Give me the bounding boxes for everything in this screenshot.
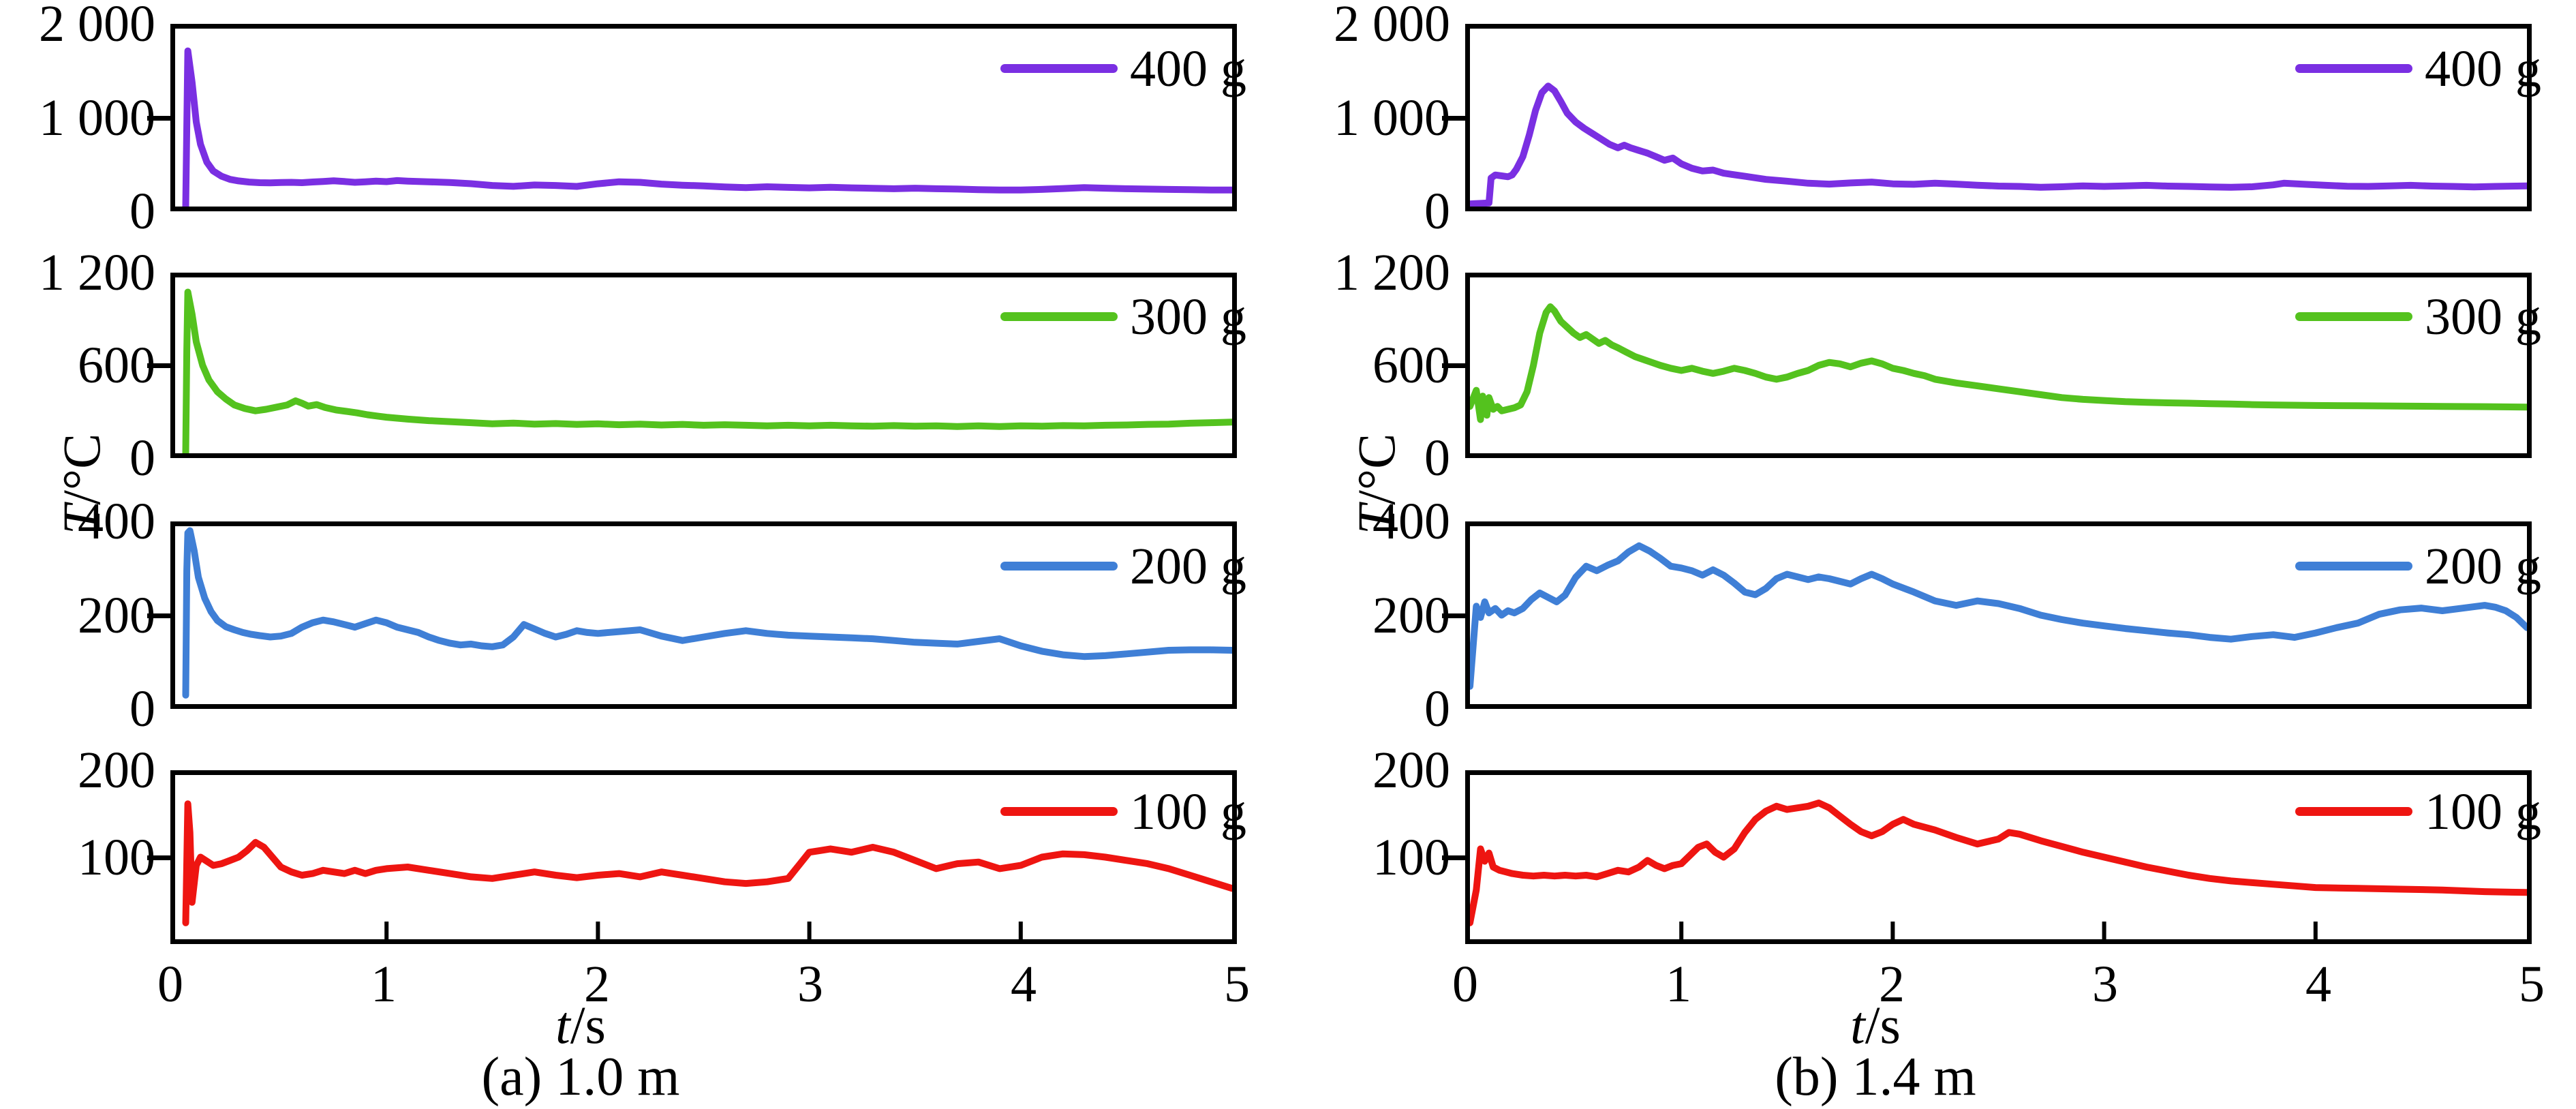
legend-line-100g	[1000, 807, 1118, 816]
x-tick-label: 3	[797, 956, 823, 1013]
legend-line-300g	[2295, 312, 2412, 321]
temperature-curve-400g	[1470, 82, 2527, 207]
y-tick-label: 100	[78, 828, 155, 886]
subplot-box-b-200g	[1465, 521, 2532, 709]
subplot-box-a-200g	[170, 521, 1237, 709]
y-tick-label: 0	[129, 183, 155, 240]
x-tick-label: 0	[1452, 956, 1478, 1013]
x-axis-unit: /s	[1865, 995, 1901, 1054]
y-tick-label: 1 000	[39, 89, 155, 147]
y-tick-label: 1 200	[39, 244, 155, 301]
y-tick-label: 0	[1424, 680, 1450, 738]
legend-line-400g	[1000, 64, 1118, 73]
subplot-box-b-400g	[1465, 24, 2532, 211]
legend-label-400g: 400 g	[1130, 40, 1246, 97]
y-tick-mark	[147, 613, 170, 618]
legend-label-300g: 300 g	[1130, 288, 1246, 346]
x-tick-label: 4	[2305, 956, 2331, 1013]
temperature-curve-300g	[1470, 303, 2527, 423]
y-tick-label: 0	[1424, 429, 1450, 487]
y-tick-mark	[147, 855, 170, 860]
panel-caption-a: (a) 1.0 m	[481, 1047, 680, 1107]
subplot-box-a-300g	[170, 273, 1237, 458]
x-tick-label: 5	[2519, 956, 2545, 1013]
legend-line-200g	[2295, 562, 2412, 571]
legend-label-400g: 400 g	[2425, 40, 2541, 97]
subplot-box-b-300g	[1465, 273, 2532, 458]
temperature-curve-200g	[1470, 542, 2527, 690]
y-tick-mark	[147, 115, 170, 121]
subplot-box-a-100g	[170, 770, 1237, 944]
x-tick-label: 1	[371, 956, 397, 1013]
x-tick-label: 0	[157, 956, 183, 1013]
y-tick-label: 2 000	[39, 0, 155, 52]
y-tick-mark	[147, 363, 170, 368]
y-tick-label: 400	[78, 493, 155, 550]
legend-label-300g: 300 g	[2425, 288, 2541, 346]
legend-label-200g: 200 g	[2425, 538, 2541, 595]
x-axis-label-panel-a: t/s	[512, 997, 649, 1054]
temperature-curve-200g	[182, 527, 1232, 699]
subplot-box-a-400g	[170, 24, 1237, 211]
plot-area	[182, 288, 1232, 453]
y-tick-label: 1 000	[1334, 89, 1450, 147]
x-tick-label: 4	[1011, 956, 1037, 1013]
y-tick-mark	[1442, 363, 1465, 368]
y-tick-label: 1 200	[1334, 244, 1450, 301]
subplot-box-b-100g	[1465, 770, 2532, 944]
x-axis-unit: /s	[570, 995, 606, 1054]
y-tick-label: 200	[1373, 586, 1450, 644]
x-tick-label: 2	[584, 956, 610, 1013]
x-tick-label: 1	[1666, 956, 1691, 1013]
y-tick-label: 100	[1373, 828, 1450, 886]
temperature-curve-100g	[1470, 800, 2527, 926]
temperature-curve-400g	[182, 47, 1232, 207]
x-axis-label-panel-b: t/s	[1807, 997, 1944, 1054]
legend-line-300g	[1000, 312, 1118, 321]
plot-area	[182, 527, 1232, 699]
plot-area	[1470, 303, 2527, 423]
legend-line-400g	[2295, 64, 2412, 73]
legend-label-100g: 100 g	[2425, 783, 2541, 840]
temperature-curve-100g	[182, 800, 1232, 926]
x-tick-label: 3	[2092, 956, 2118, 1013]
plot-area	[1470, 82, 2527, 207]
y-tick-label: 0	[129, 429, 155, 487]
plot-area	[182, 800, 1232, 939]
y-tick-mark	[1442, 855, 1465, 860]
y-tick-label: 0	[1424, 183, 1450, 240]
legend-line-200g	[1000, 562, 1118, 571]
y-tick-label: 600	[78, 337, 155, 394]
y-tick-label: 2 000	[1334, 0, 1450, 52]
y-tick-label: 600	[1373, 337, 1450, 394]
y-tick-label: 200	[78, 586, 155, 644]
plot-area	[182, 47, 1232, 207]
y-tick-label: 200	[1373, 742, 1450, 799]
legend-line-100g	[2295, 807, 2412, 816]
y-tick-label: 400	[1373, 493, 1450, 550]
y-tick-label: 0	[129, 680, 155, 738]
y-tick-mark	[1442, 115, 1465, 121]
y-tick-mark	[1442, 613, 1465, 618]
plot-area	[1470, 800, 2527, 939]
x-tick-label: 2	[1879, 956, 1905, 1013]
legend-label-200g: 200 g	[1130, 538, 1246, 595]
plot-area	[1470, 542, 2527, 690]
x-axis-variable: t	[1850, 995, 1865, 1054]
legend-label-100g: 100 g	[1130, 783, 1246, 840]
x-axis-variable: t	[555, 995, 570, 1054]
x-tick-label: 5	[1224, 956, 1250, 1013]
y-tick-label: 200	[78, 742, 155, 799]
temperature-curve-300g	[182, 288, 1232, 453]
panel-caption-b: (b) 1.4 m	[1775, 1047, 1976, 1107]
